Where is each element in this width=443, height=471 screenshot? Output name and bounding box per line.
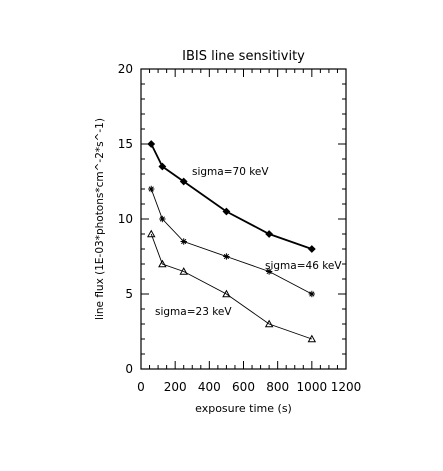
series-1 <box>148 185 316 298</box>
series-0-point <box>179 177 188 186</box>
text-layer: IBIS line sensitivity exposure time (s) … <box>94 49 361 415</box>
x-tick-label: 1000 <box>297 380 328 394</box>
series-1-point <box>159 215 166 223</box>
y-tick-label: 20 <box>118 62 133 76</box>
series-2 <box>147 229 317 343</box>
series-0-point <box>147 140 156 148</box>
series-1-point <box>308 290 316 298</box>
y-tick-label: 0 <box>125 362 133 376</box>
x-tick-label: 800 <box>266 380 289 394</box>
series-1-point <box>148 185 155 193</box>
series-0-point <box>158 162 167 171</box>
y-axis-label: line flux (1E-03*photons*cm^-2*s^-1) <box>94 118 106 320</box>
series-2-point <box>307 334 317 343</box>
series-2-point <box>222 289 231 298</box>
series-0-point <box>307 245 316 253</box>
x-axis-label: exposure time (s) <box>195 402 292 415</box>
y-tick-label: 15 <box>118 137 133 151</box>
annotation-label: sigma=23 keV <box>155 306 232 318</box>
series-1-point <box>180 238 187 245</box>
x-tick-label: 1200 <box>331 380 362 394</box>
x-tick-label: 400 <box>198 380 221 394</box>
series-2-point <box>158 259 167 268</box>
x-tick-label: 600 <box>232 380 255 394</box>
y-tick-label: 10 <box>118 212 133 226</box>
annotation-label: sigma=70 keV <box>192 166 269 178</box>
series-0-line <box>150 143 313 250</box>
annotation-label: sigma=46 keV <box>265 260 342 272</box>
series-0-point <box>265 230 274 238</box>
x-tick-label: 0 <box>137 380 145 394</box>
series-2-point <box>179 267 188 275</box>
series-layer <box>147 140 317 343</box>
series-0-point <box>222 207 231 216</box>
series-1-line <box>150 188 313 295</box>
plot-frame-layer <box>140 68 347 370</box>
chart-title: IBIS line sensitivity <box>182 49 305 64</box>
y-tick-label: 5 <box>125 287 133 301</box>
series-1-point <box>265 268 273 275</box>
x-tick-label: 200 <box>164 380 187 394</box>
series-2-point <box>264 319 274 328</box>
series-2-line <box>150 233 312 340</box>
plot-frame <box>140 68 347 370</box>
series-2-point <box>147 229 156 238</box>
series-1-point <box>223 253 230 260</box>
series-0 <box>147 140 316 253</box>
